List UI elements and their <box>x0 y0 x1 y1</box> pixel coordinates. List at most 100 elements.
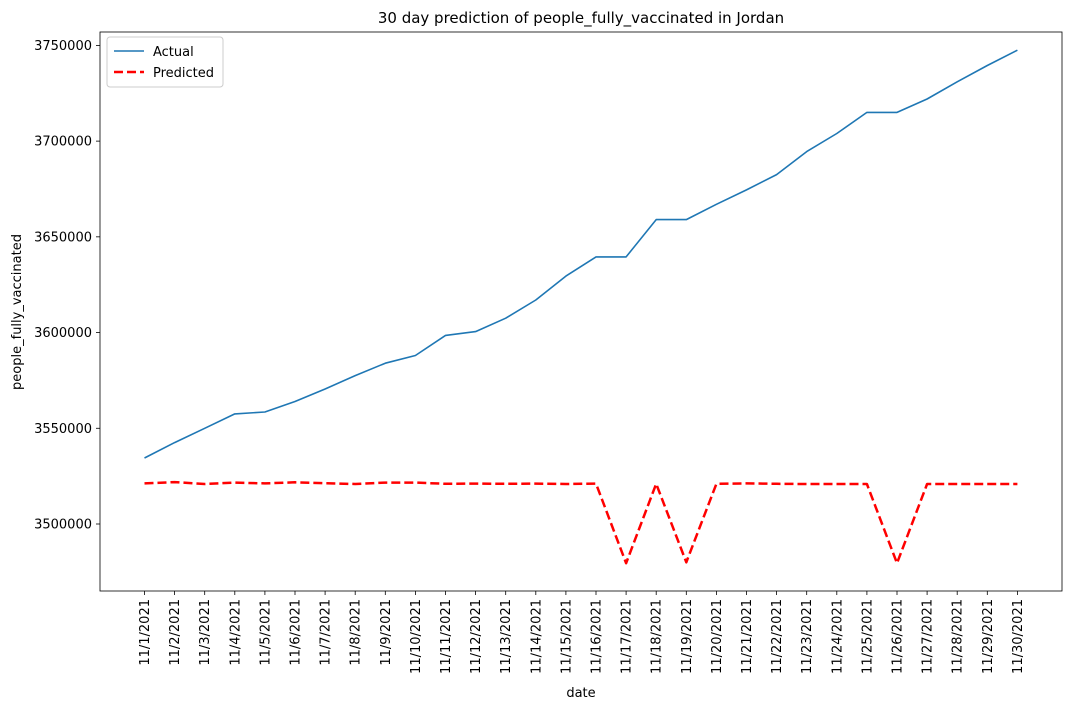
data-point-predicted <box>865 482 868 485</box>
x-tick-label: 11/13/2021 <box>499 599 514 674</box>
data-point-actual <box>143 456 146 459</box>
data-point-predicted <box>233 481 236 484</box>
data-point-actual <box>564 274 567 277</box>
data-point-actual <box>293 400 296 403</box>
data-point-actual <box>1016 49 1019 52</box>
data-point-actual <box>865 111 868 114</box>
data-point-actual <box>625 255 628 258</box>
data-point-actual <box>805 150 808 153</box>
x-tick-label: 11/19/2021 <box>680 599 695 674</box>
x-tick-label: 11/4/2021 <box>228 599 243 666</box>
data-point-predicted <box>504 482 507 485</box>
data-point-actual <box>203 427 206 430</box>
data-point-actual <box>414 354 417 357</box>
x-axis-label: date <box>566 686 595 701</box>
x-tick-label: 11/24/2021 <box>830 599 845 674</box>
data-point-actual <box>474 330 477 333</box>
x-tick-label: 11/25/2021 <box>860 599 875 674</box>
data-point-actual <box>173 441 176 444</box>
data-point-predicted <box>805 482 808 485</box>
data-point-predicted <box>986 482 989 485</box>
series-line-actual <box>144 49 1018 459</box>
chart-title: 30 day prediction of people_fully_vaccin… <box>378 9 784 28</box>
x-tick-label: 11/9/2021 <box>379 599 394 666</box>
y-tick-label: 3750000 <box>34 39 92 54</box>
x-tick-label: 11/12/2021 <box>469 599 484 674</box>
data-point-predicted <box>745 482 748 485</box>
x-tick-label: 11/20/2021 <box>710 599 725 674</box>
data-point-actual <box>594 255 597 258</box>
data-point-predicted <box>895 562 898 565</box>
series-line-predicted <box>144 480 1018 565</box>
data-point-predicted <box>444 482 447 485</box>
data-point-predicted <box>293 481 296 484</box>
data-point-actual <box>745 188 748 191</box>
x-tick-label: 11/10/2021 <box>409 599 424 674</box>
data-point-predicted <box>625 562 628 565</box>
x-tick-label: 11/3/2021 <box>198 599 213 666</box>
data-point-predicted <box>594 482 597 485</box>
x-tick-label: 11/11/2021 <box>439 599 454 674</box>
legend-label-predicted: Predicted <box>153 66 214 81</box>
plot-area <box>99 31 1063 592</box>
legend-box <box>106 36 224 88</box>
data-point-predicted <box>384 481 387 484</box>
y-tick-label: 3600000 <box>34 326 92 341</box>
x-tick-label: 11/5/2021 <box>258 599 273 666</box>
data-point-actual <box>835 132 838 135</box>
x-tick-label: 11/17/2021 <box>620 599 635 674</box>
data-point-actual <box>444 334 447 337</box>
data-point-predicted <box>203 482 206 485</box>
data-point-predicted <box>354 482 357 485</box>
data-point-predicted <box>685 561 688 564</box>
data-point-actual <box>715 203 718 206</box>
x-tick-label: 11/18/2021 <box>650 599 665 674</box>
data-point-predicted <box>173 480 176 483</box>
data-point-predicted <box>655 482 658 485</box>
x-tick-label: 11/2/2021 <box>168 599 183 666</box>
x-tick-label: 11/27/2021 <box>921 599 936 674</box>
data-point-predicted <box>414 481 417 484</box>
data-point-actual <box>775 173 778 176</box>
data-point-predicted <box>775 482 778 485</box>
legend-label-actual: Actual <box>153 45 194 60</box>
y-tick-label: 3700000 <box>34 135 92 150</box>
data-point-predicted <box>324 482 327 485</box>
data-point-predicted <box>926 482 929 485</box>
x-tick-label: 11/21/2021 <box>740 599 755 674</box>
data-point-predicted <box>715 482 718 485</box>
x-tick-label: 11/22/2021 <box>770 599 785 674</box>
data-point-actual <box>324 387 327 390</box>
y-axis-label: people_fully_vaccinated <box>10 234 25 390</box>
data-point-predicted <box>143 482 146 485</box>
data-point-predicted <box>835 482 838 485</box>
x-tick-label: 11/8/2021 <box>349 599 364 666</box>
data-point-actual <box>534 298 537 301</box>
x-tick-label: 11/29/2021 <box>981 599 996 674</box>
x-tick-label: 11/7/2021 <box>319 599 334 666</box>
y-axis: 3500000 3550000 3600000 3650000 3700000 37500… <box>34 39 100 532</box>
x-tick-label: 11/16/2021 <box>590 599 605 674</box>
x-tick-label: 11/23/2021 <box>800 599 815 674</box>
data-point-actual <box>895 111 898 114</box>
y-tick-label: 3550000 <box>34 422 92 437</box>
data-point-predicted <box>1016 482 1019 485</box>
legend: Actual Predicted <box>106 36 224 88</box>
y-tick-label: 3650000 <box>34 230 92 245</box>
data-point-predicted <box>263 482 266 485</box>
x-tick-label: 11/1/2021 <box>138 599 153 666</box>
data-point-actual <box>655 218 658 221</box>
data-point-actual <box>986 64 989 67</box>
data-point-predicted <box>564 482 567 485</box>
x-tick-label: 11/30/2021 <box>1011 599 1026 674</box>
x-axis: 11/1/2021 11/2/2021 11/3/2021 11/4/2021 11/5… <box>138 591 1026 674</box>
data-point-actual <box>926 97 929 100</box>
data-point-predicted <box>534 482 537 485</box>
data-point-predicted <box>956 482 959 485</box>
x-tick-label: 11/15/2021 <box>559 599 574 674</box>
x-tick-label: 11/28/2021 <box>951 599 966 674</box>
data-point-actual <box>685 218 688 221</box>
data-point-actual <box>233 412 236 415</box>
y-tick-label: 3500000 <box>34 517 92 532</box>
